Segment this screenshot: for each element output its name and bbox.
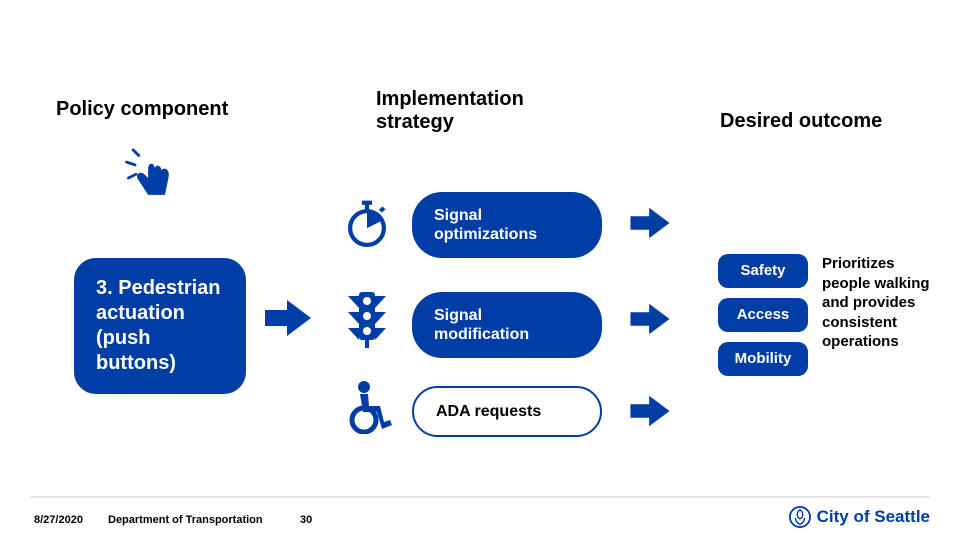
- stopwatch-icon: [340, 196, 394, 250]
- strategy-pill-2: ADA requests: [412, 386, 602, 437]
- wheelchair-icon: [346, 380, 394, 434]
- arrow-strategy-0: [630, 206, 670, 240]
- slide: Policy component Implementation strategy…: [0, 0, 960, 540]
- outcome-badge-label-1: Access: [737, 306, 790, 324]
- strategy-pill-0: Signal optimizations: [412, 192, 602, 258]
- footer-logo-text: City of Seattle: [817, 507, 930, 527]
- arrow-policy-to-strategy: [265, 298, 311, 338]
- traffic-light-icon: [342, 290, 392, 348]
- strategy-label-2: ADA requests: [436, 402, 541, 421]
- strategy-label-1: Signal modification: [434, 306, 580, 344]
- footer: 8/27/2020 Department of Transportation 3…: [0, 502, 960, 530]
- strategy-label-0: Signal optimizations: [434, 206, 580, 244]
- outcome-badge-1: Access: [718, 298, 808, 332]
- policy-component-text: 3. Pedestrian actuation (push buttons): [96, 277, 221, 374]
- footer-logo: City of Seattle: [789, 506, 930, 528]
- header-outcome: Desired outcome: [720, 110, 882, 133]
- footer-dept: Department of Transportation: [108, 514, 263, 526]
- outcome-description: Prioritizes people walking and provides …: [822, 254, 942, 352]
- outcome-badge-label-2: Mobility: [735, 350, 792, 368]
- arrow-strategy-2: [630, 394, 670, 428]
- hand-pointer-icon: [120, 148, 180, 213]
- footer-page: 30: [300, 514, 312, 526]
- footer-date: 8/27/2020: [34, 514, 83, 526]
- strategy-pill-1: Signal modification: [412, 292, 602, 358]
- seattle-seal-icon: [789, 506, 811, 528]
- footer-divider: [30, 496, 930, 498]
- outcome-badge-0: Safety: [718, 254, 808, 288]
- outcome-badge-label-0: Safety: [740, 262, 785, 280]
- header-strategy: Implementation strategy: [376, 88, 556, 134]
- header-policy: Policy component: [56, 98, 228, 121]
- policy-component-box: 3. Pedestrian actuation (push buttons): [74, 258, 246, 394]
- arrow-strategy-1: [630, 302, 670, 336]
- outcome-badge-2: Mobility: [718, 342, 808, 376]
